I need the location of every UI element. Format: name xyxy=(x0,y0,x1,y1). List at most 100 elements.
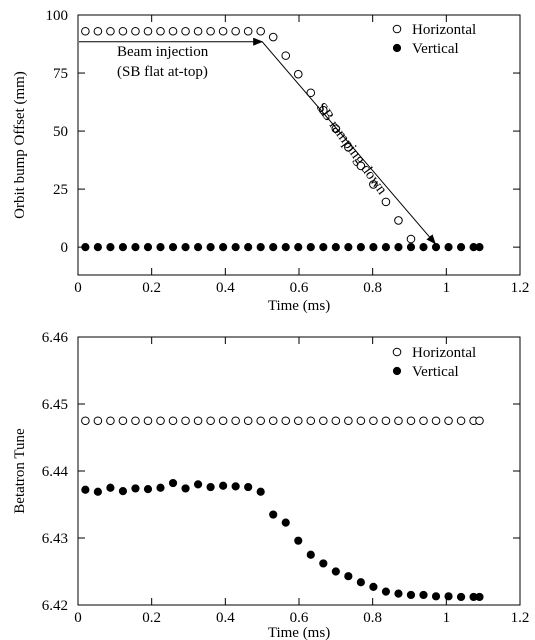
vertical-point xyxy=(231,482,240,491)
x-tick-label: 0.4 xyxy=(216,280,235,296)
vertical-point xyxy=(394,589,403,598)
horizontal-point xyxy=(231,26,240,36)
horizontal-point xyxy=(218,416,228,426)
y-tick-label: 50 xyxy=(53,124,68,140)
horizontal-point xyxy=(118,416,128,426)
horizontal-point xyxy=(331,416,341,426)
horizontal-point xyxy=(81,26,90,36)
legend-label: Horizontal xyxy=(412,22,476,38)
legend-marker xyxy=(392,366,402,376)
legend: Horizontal Vertical xyxy=(392,345,476,380)
horizontal-point xyxy=(131,26,140,36)
vertical-point xyxy=(131,484,140,493)
horizontal-point xyxy=(106,416,115,426)
horizontal-point xyxy=(356,416,366,426)
x-tick-label: 0.2 xyxy=(142,280,161,296)
x-tick-label: 0.8 xyxy=(363,610,382,626)
x-tick-label: 0 xyxy=(74,610,82,626)
horizontal-point xyxy=(156,26,165,36)
legend-label: Horizontal xyxy=(412,345,476,361)
horizontal-point xyxy=(268,32,278,42)
horizontal-point xyxy=(243,26,253,36)
horizontal-point xyxy=(369,180,378,189)
x-tick-label: 1 xyxy=(443,610,451,626)
vertical-point xyxy=(81,243,90,252)
vertical-point xyxy=(306,243,315,252)
annotations: Beam injection (SB flat at-top) SB rampi… xyxy=(79,37,436,245)
horizontal-point xyxy=(381,416,391,426)
horizontal-point xyxy=(268,416,278,426)
vertical-point xyxy=(168,478,178,488)
horizontal-point xyxy=(475,416,484,426)
orbit-offset-panel: 0 0.2 0.4 0.6 0.8 1 1.2 0 25 50 75 100 Horizontal V… xyxy=(12,8,529,314)
horizontal-point xyxy=(156,416,165,426)
vertical-point xyxy=(81,485,90,494)
y-axis-label: Betatron Tune xyxy=(12,428,28,514)
vertical-point xyxy=(394,243,403,252)
y-axis-label: Orbit bump Offset (mm) xyxy=(12,71,28,219)
vertical-point xyxy=(93,243,102,252)
legend-marker xyxy=(392,347,402,357)
ramping-arrow xyxy=(261,41,436,245)
x-tick-label: 1.2 xyxy=(511,280,530,296)
horizontal-point xyxy=(406,416,416,426)
vertical-point xyxy=(156,483,165,492)
horizontal-point xyxy=(281,51,291,60)
vertical-point xyxy=(431,243,441,252)
y-tick-label: 6.44 xyxy=(42,464,69,480)
horizontal-point xyxy=(344,416,353,426)
vertical-point xyxy=(193,480,203,489)
y-tick-label: 6.43 xyxy=(42,531,68,547)
horizontal-point xyxy=(444,416,453,426)
horizontal-point xyxy=(406,234,416,244)
horizontal-point xyxy=(118,26,128,36)
x-tick-label: 0.6 xyxy=(290,610,309,626)
vertical-point xyxy=(475,592,484,602)
x-axis: 0 0.2 0.4 0.6 0.8 1 1.2 xyxy=(74,15,529,296)
vertical-point xyxy=(356,243,365,252)
betatron-tune-panel: 0 0.2 0.4 0.6 0.8 1 1.2 6.42 6.43 6.44 6.45 6.46 H… xyxy=(12,330,529,640)
vertical-point xyxy=(331,243,340,252)
y-tick-label: 100 xyxy=(46,8,69,24)
horizontal-point xyxy=(293,69,303,79)
legend-marker xyxy=(392,24,402,34)
vertical-point xyxy=(269,243,278,252)
vertical-point xyxy=(143,243,153,252)
vertical-point xyxy=(331,567,340,576)
vertical-point xyxy=(219,243,228,252)
horizontal-point xyxy=(281,416,291,426)
vertical-point xyxy=(281,243,290,252)
y-tick-label: 6.46 xyxy=(42,330,69,346)
x-tick-label: 0.8 xyxy=(363,280,382,296)
x-tick-label: 1 xyxy=(443,280,451,296)
horizontal-point xyxy=(168,26,178,36)
horizontal-point xyxy=(306,416,316,426)
horizontal-point xyxy=(369,416,378,426)
x-tick-label: 0.2 xyxy=(142,610,161,626)
horizontal-point xyxy=(256,26,265,36)
horizontal-point xyxy=(206,26,215,36)
y-tick-label: 0 xyxy=(61,240,69,256)
vertical-point xyxy=(344,243,353,252)
vertical-point xyxy=(193,243,203,252)
horizontal-point xyxy=(81,416,90,426)
vertical-point xyxy=(168,243,178,252)
vertical-point xyxy=(444,592,453,601)
vertical-point xyxy=(206,243,215,252)
vertical-point xyxy=(294,536,303,545)
vertical-point xyxy=(456,243,466,252)
horizontal-point xyxy=(193,416,203,426)
horizontal-point xyxy=(193,26,203,36)
horizontal-point xyxy=(319,416,328,426)
vertical-point xyxy=(419,590,428,600)
vertical-point xyxy=(143,484,153,494)
annotation-sb-ramping-down: SB ramping down xyxy=(313,100,390,198)
vertical-point xyxy=(118,487,128,496)
x-tick-label: 1.2 xyxy=(511,610,530,626)
vertical-point xyxy=(269,510,278,519)
data-points xyxy=(81,416,484,602)
horizontal-point xyxy=(331,124,341,134)
horizontal-point xyxy=(93,26,103,36)
vertical-point xyxy=(181,484,190,493)
vertical-point xyxy=(456,592,466,602)
